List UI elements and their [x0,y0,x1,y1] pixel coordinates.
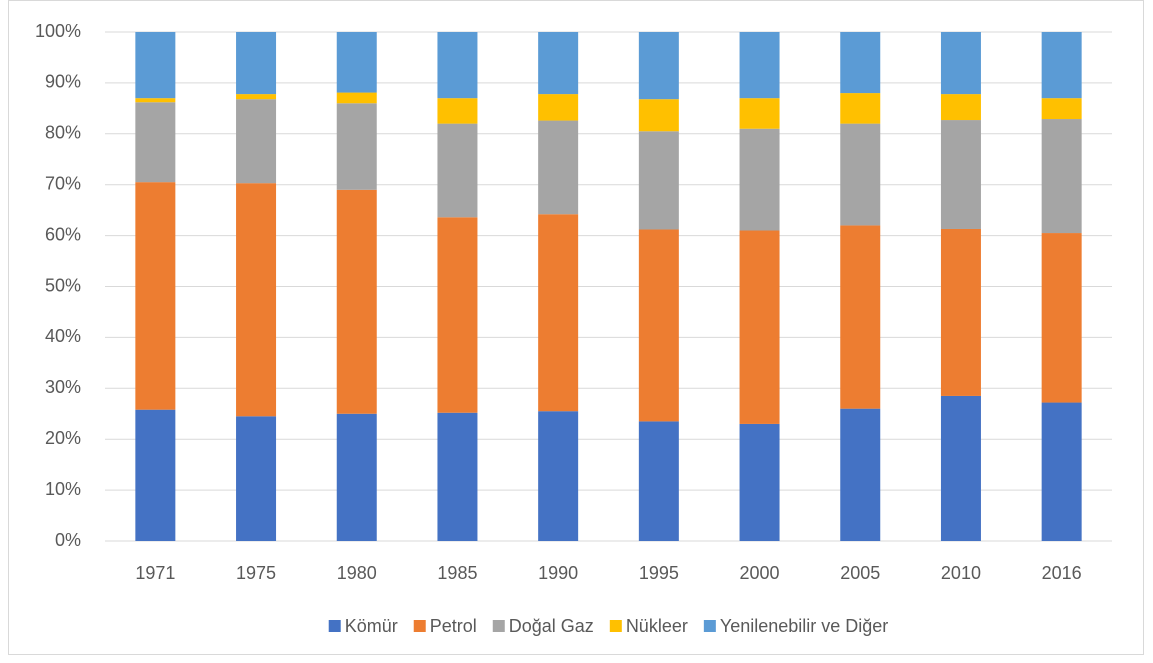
legend-swatch [413,620,426,632]
y-tick-label: 60% [45,224,81,244]
bar-segment [840,225,881,409]
bar-segment [135,102,176,183]
y-tick-label: 100% [35,21,81,41]
x-tick-label: 1990 [538,563,578,583]
x-tick-label: 1985 [437,563,477,583]
bar-segment [236,94,277,100]
bar-segment [1041,32,1082,99]
bar-segment [336,92,377,104]
y-tick-label: 50% [45,275,81,295]
bar-segment [236,32,277,95]
bar-segment [135,409,176,541]
y-tick-label: 0% [55,530,81,550]
x-tick-label: 1975 [236,563,276,583]
legend-label: Kömür [345,616,398,636]
bar-segment [940,32,981,95]
bar-segment [739,423,780,541]
bar-segment [437,32,478,99]
x-tick-label: 1980 [337,563,377,583]
bar-segment [336,32,377,93]
bar-segment [940,395,981,541]
bar-segment [538,120,579,215]
x-tick-label: 2016 [1042,563,1082,583]
bar-segment [1041,98,1082,120]
bar-segment [236,99,277,184]
x-tick-label: 2005 [840,563,880,583]
bar-segment [940,120,981,229]
bar-segment [135,32,176,99]
bar-segment [638,131,679,230]
bar-segment [437,123,478,218]
bar-segment [1041,233,1082,403]
bar-segment [538,32,579,95]
bar-segment [840,408,881,541]
bar-segment [739,230,780,424]
x-tick-label: 2010 [941,563,981,583]
bar-segment [336,413,377,541]
bar-segment [638,99,679,132]
bar-segment [840,123,881,226]
bar-segment [739,32,780,99]
bar-segment [437,217,478,413]
bar-segment [840,32,881,94]
y-tick-label: 20% [45,428,81,448]
bar-segment [1041,119,1082,234]
bar-segment [437,98,478,124]
x-tick-label: 1995 [639,563,679,583]
bar-segment [940,228,981,396]
bar-segment [538,214,579,412]
bar-segment [638,421,679,541]
legend-swatch [492,620,505,632]
y-tick-label: 40% [45,326,81,346]
y-tick-label: 70% [45,173,81,193]
bar-segment [538,411,579,541]
y-tick-label: 80% [45,123,81,143]
bar-segment [538,94,579,121]
bar-segment [638,32,679,100]
bar-segment [840,93,881,124]
y-tick-label: 90% [45,72,81,92]
bar-segment [336,189,377,414]
y-tick-label: 10% [45,479,81,499]
bar-segment [739,128,780,231]
bar-segment [940,94,981,121]
legend-swatch [609,620,622,632]
y-tick-label: 30% [45,377,81,397]
bar-segment [135,98,176,103]
legend-label: Yenilenebilir ve Diğer [720,616,888,636]
x-tick-label: 2000 [740,563,780,583]
bar-segment [437,412,478,541]
bar-segment [236,416,277,541]
legend-label: Nükleer [626,616,688,636]
bar-segment [135,182,176,410]
bar-segment [336,103,377,190]
legend-swatch [703,620,716,632]
x-tick-label: 1971 [135,563,175,583]
bar-segment [739,98,780,129]
legend-label: Doğal Gaz [509,616,594,636]
bar-segment [1041,402,1082,541]
legend-label: Petrol [430,616,477,636]
bar-segment [236,183,277,417]
bar-segment [638,229,679,422]
legend-swatch [328,620,341,632]
